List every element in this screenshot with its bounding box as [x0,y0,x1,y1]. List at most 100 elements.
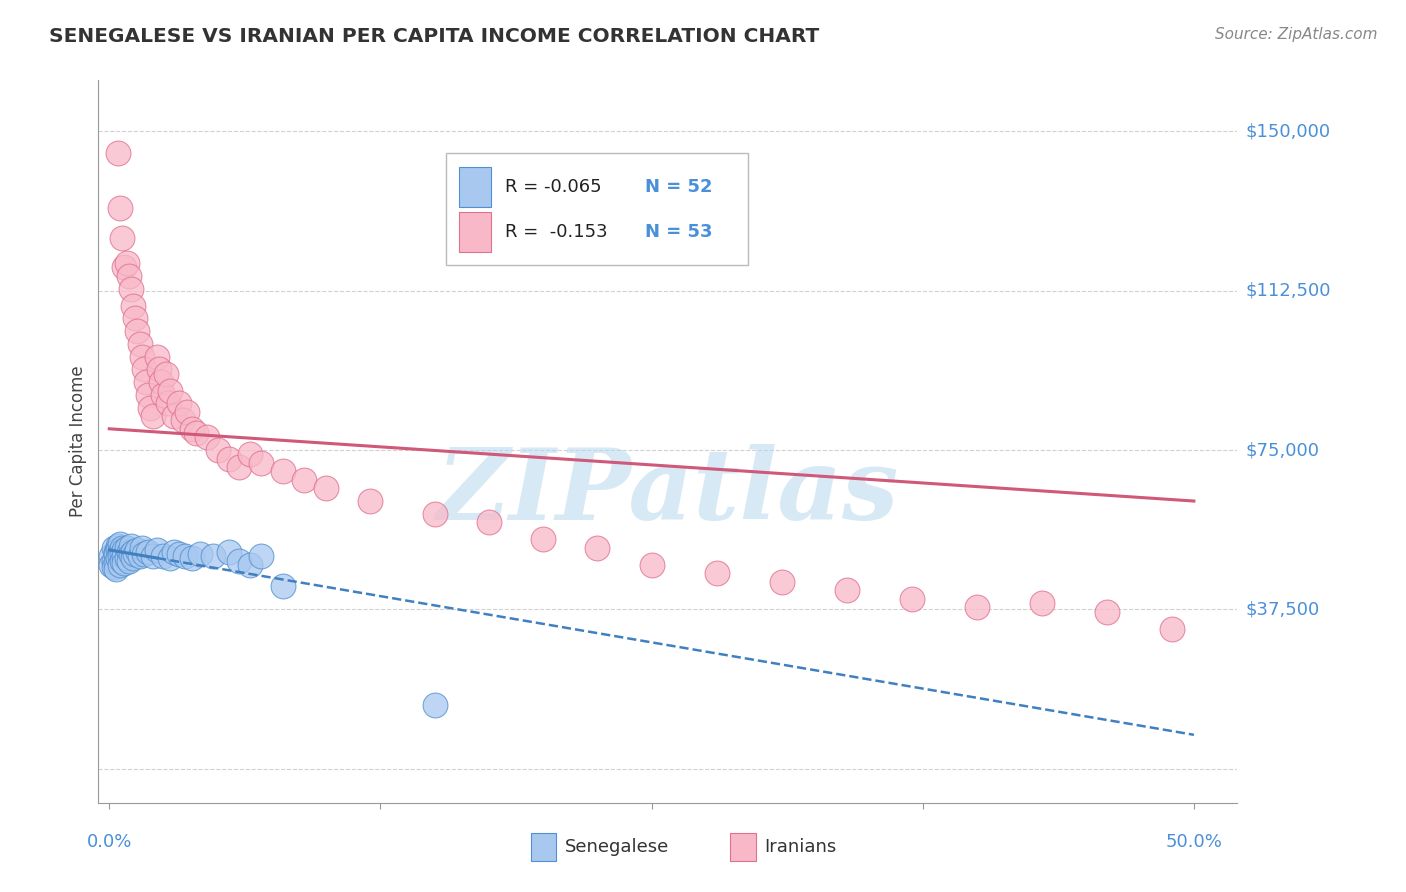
Point [152,549,174,564]
Point [103,560,125,574]
Point [640,558,662,572]
Point [159,551,181,566]
Point [128,549,150,564]
Text: Source: ZipAtlas.com: Source: ZipAtlas.com [1215,27,1378,42]
Point [100,558,122,572]
Point [228,460,250,475]
Point [770,574,793,589]
Point [114,556,136,570]
Point [1161,622,1184,636]
Point [142,409,165,423]
Point [207,443,229,458]
Bar [446,153,748,265]
Point [152,388,174,402]
Text: $112,500: $112,500 [1246,282,1331,300]
Point [1095,605,1118,619]
Text: 50.0%: 50.0% [1166,833,1222,851]
Point [315,481,337,495]
Point [104,547,127,561]
Text: ZIPatlas: ZIPatlas [437,444,898,541]
Point [163,545,186,559]
Text: N = 52: N = 52 [645,178,713,196]
Point [423,507,446,521]
Text: Iranians: Iranians [765,838,837,855]
Point [114,549,136,564]
Point [104,545,127,559]
Point [127,324,149,338]
Text: 0.0%: 0.0% [87,833,132,851]
Point [107,542,129,557]
Text: R = -0.065: R = -0.065 [505,178,602,196]
Point [172,413,194,427]
Text: $37,500: $37,500 [1246,600,1320,618]
Point [706,566,728,581]
Point [190,547,212,561]
Point [108,545,131,559]
Point [531,533,554,547]
Point [271,579,294,593]
Point [150,375,173,389]
Point [127,542,149,557]
Point [108,549,131,564]
Point [180,551,202,566]
Point [103,553,125,567]
Text: N = 53: N = 53 [645,223,713,241]
Point [180,422,202,436]
Point [107,551,129,566]
Point [108,201,131,215]
Point [122,299,145,313]
Bar [460,211,491,252]
Point [159,384,181,398]
Point [148,362,170,376]
Point [118,545,141,559]
Point [103,541,125,555]
Point [478,516,501,530]
Point [835,583,858,598]
Point [107,145,129,160]
Text: $150,000: $150,000 [1246,122,1330,140]
Point [111,230,134,244]
Point [167,396,190,410]
Point [239,447,262,461]
Point [131,350,153,364]
Bar [731,833,755,861]
Point [122,545,145,559]
Point [111,541,134,555]
Point [115,541,138,555]
Text: R =  -0.153: R = -0.153 [505,223,607,241]
Point [174,549,197,564]
Point [146,350,169,364]
Point [104,556,127,570]
Text: Senegalese: Senegalese [565,838,669,855]
Point [142,549,165,564]
Point [136,388,159,402]
Point [239,558,262,572]
Point [128,336,150,351]
Point [107,539,129,553]
Point [104,562,127,576]
Point [218,545,240,559]
Point [124,311,146,326]
Point [120,281,142,295]
Point [146,542,169,557]
Point [139,401,162,415]
Point [136,545,159,559]
Point [359,494,381,508]
Point [114,260,136,275]
Text: SENEGALESE VS IRANIAN PER CAPITA INCOME CORRELATION CHART: SENEGALESE VS IRANIAN PER CAPITA INCOME … [49,27,820,45]
Point [167,547,190,561]
Point [1031,596,1053,610]
Point [132,547,155,561]
Y-axis label: Per Capita Income: Per Capita Income [69,366,87,517]
Point [132,362,155,376]
Point [118,268,141,283]
Point [156,396,179,410]
Point [118,553,141,567]
Point [100,549,122,564]
Point [176,405,198,419]
Point [271,464,294,478]
Point [423,698,446,712]
Point [120,539,142,553]
Point [228,553,250,567]
Point [120,547,142,561]
